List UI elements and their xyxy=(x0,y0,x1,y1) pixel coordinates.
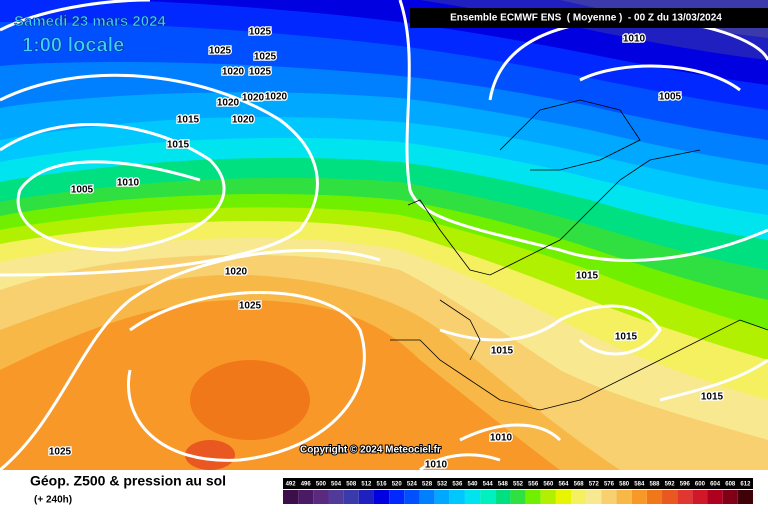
scale-swatch xyxy=(404,490,420,504)
scale-label: 492 xyxy=(286,482,297,488)
scale-label: 520 xyxy=(392,482,403,488)
isobar-label: 1015 xyxy=(701,392,724,403)
footer-subtitle: (+ 240h) xyxy=(34,495,72,506)
scale: 492 496 500 504 508 512 516 520 524 528 532 536 540 5… xyxy=(283,482,753,504)
scale-swatch xyxy=(707,490,723,504)
scale-swatch xyxy=(601,490,617,504)
scale-label: 580 xyxy=(619,482,630,488)
scale-swatch xyxy=(571,490,587,504)
isobar-label: 1005 xyxy=(659,92,682,103)
scale-label: 564 xyxy=(558,482,569,488)
scale-swatch xyxy=(373,490,390,504)
time: 1:00 locale xyxy=(22,34,124,56)
scale-label: 608 xyxy=(725,482,736,488)
geopotential-field xyxy=(0,0,768,470)
isobar-label: 1020 xyxy=(222,67,245,78)
isobar-label: 1005 xyxy=(71,185,94,196)
isobar-label: 1020 xyxy=(217,98,240,109)
isobar-label: 1010 xyxy=(425,460,448,471)
scale-label: 532 xyxy=(437,482,448,488)
scale-swatch xyxy=(389,490,405,504)
model-banner xyxy=(410,8,768,28)
scale-label: 568 xyxy=(574,482,585,488)
scale-swatch xyxy=(555,490,572,504)
isobar-label: 1020 xyxy=(265,92,288,103)
isobar-label: 1025 xyxy=(49,447,72,458)
footer-title: Géop. Z500 & pression au sol xyxy=(30,473,226,489)
isobar-label: 1010 xyxy=(623,34,646,45)
isobar-label: 1025 xyxy=(209,46,232,57)
isobar-label: 1015 xyxy=(615,332,638,343)
scale-label-strip xyxy=(283,478,753,489)
scale-swatch xyxy=(662,490,678,504)
scale-swatch xyxy=(449,490,465,504)
scale-swatch xyxy=(646,490,663,504)
scale-swatch xyxy=(540,490,556,504)
isobar-label: 1020 xyxy=(242,93,265,104)
isobar-label: 1015 xyxy=(576,271,599,282)
scale-label: 512 xyxy=(361,482,372,488)
isobar-label: 1025 xyxy=(249,27,272,38)
isobar-label: 1025 xyxy=(249,67,272,78)
isobar-label: 1020 xyxy=(225,267,248,278)
scale-swatch xyxy=(495,490,511,504)
scale-label: 516 xyxy=(377,482,388,488)
scale-swatch xyxy=(616,490,632,504)
scale-swatch xyxy=(586,490,602,504)
scale-label: 560 xyxy=(543,482,554,488)
scale-swatch xyxy=(631,490,647,504)
scale-label: 508 xyxy=(346,482,357,488)
isobar-label: 1010 xyxy=(117,178,140,189)
scale-swatch xyxy=(434,490,450,504)
isobar-label: 1025 xyxy=(239,301,262,312)
scale-label: 592 xyxy=(665,482,676,488)
scale-swatch xyxy=(283,490,299,504)
coastlines xyxy=(390,99,768,411)
scale-label: 588 xyxy=(649,482,660,488)
scale-label: 548 xyxy=(498,482,509,488)
scale-label: 544 xyxy=(483,482,494,488)
scale-label: 612 xyxy=(740,482,751,488)
isobar-label: 1015 xyxy=(167,140,190,151)
scale-label: 524 xyxy=(407,482,418,488)
scale-label: 496 xyxy=(301,482,312,488)
scale-label: 504 xyxy=(331,482,342,488)
scale-swatch xyxy=(328,490,344,504)
scale-label: 500 xyxy=(316,482,327,488)
date: Samedi 23 mars 2024 xyxy=(14,13,166,30)
scale-label: 600 xyxy=(695,482,706,488)
isobar-label: 1010 xyxy=(490,433,513,444)
scale-label: 584 xyxy=(634,482,645,488)
scale-label: 604 xyxy=(710,482,721,488)
scale-swatch xyxy=(464,490,481,504)
scale-label: 528 xyxy=(422,482,433,488)
scale-swatch xyxy=(677,490,693,504)
scale-swatch xyxy=(510,490,526,504)
scale-swatch xyxy=(313,490,329,504)
scale-label: 536 xyxy=(452,482,463,488)
scale-swatch xyxy=(692,490,708,504)
scale-label: 556 xyxy=(528,482,539,488)
isobar-label: 1025 xyxy=(254,52,277,63)
scale-label: 576 xyxy=(604,482,615,488)
scale-label: 596 xyxy=(680,482,691,488)
scale-swatch xyxy=(737,490,753,504)
scale-swatch xyxy=(343,490,359,504)
scale-label: 572 xyxy=(589,482,600,488)
scale-swatch xyxy=(358,490,374,504)
scale-swatch xyxy=(525,490,541,504)
scale-label: 540 xyxy=(468,482,479,488)
isobar-label: 1015 xyxy=(177,115,200,126)
scale-swatch xyxy=(480,490,496,504)
model-info: Ensemble ECMWF ENS ( Moyenne ) - 00 Z du… xyxy=(450,13,722,24)
scale-swatch xyxy=(419,490,435,504)
isobar-label: 1015 xyxy=(491,346,514,357)
copyright: Copyright © 2024 Meteociel.fr xyxy=(300,445,441,456)
isobar-label: 1020 xyxy=(232,115,255,126)
scale-swatch xyxy=(298,490,314,504)
scale-label: 552 xyxy=(513,482,524,488)
scale-swatch xyxy=(722,490,738,504)
